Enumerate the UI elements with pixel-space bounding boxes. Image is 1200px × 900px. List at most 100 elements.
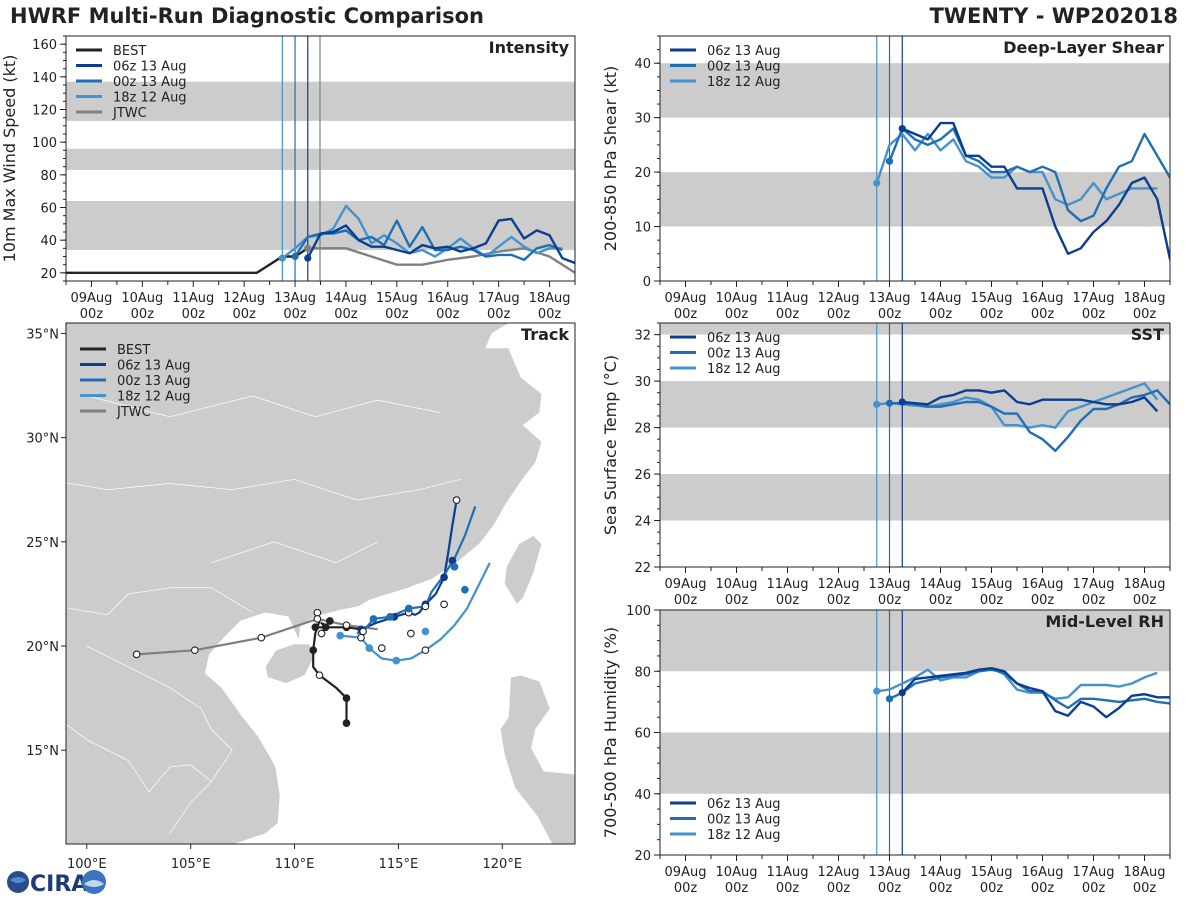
track-point-18z-12-aug xyxy=(421,627,430,636)
y-tick-label: 20 xyxy=(634,849,651,864)
x-tick-label: 10Aug xyxy=(121,291,163,306)
map-area xyxy=(66,323,575,844)
x-tick-label: 13Aug xyxy=(869,865,911,880)
y-axis-label-intensity: 10m Max Wind Speed (kt) xyxy=(0,55,19,263)
lon-tick-label: 110°E xyxy=(275,857,315,872)
track-point-18z-12-aug xyxy=(407,629,415,638)
track-point-06z-13-aug xyxy=(440,573,448,582)
x-tick-label: 00z xyxy=(725,881,749,896)
plot-area-intensity xyxy=(66,36,575,281)
series-start-point-00z-13-aug xyxy=(291,252,299,261)
y-tick-label: 10 xyxy=(634,221,651,236)
track-point-best xyxy=(313,608,322,617)
x-tick-label: 00z xyxy=(1082,881,1106,896)
x-tick-label: 15Aug xyxy=(971,577,1013,592)
track-point-best xyxy=(309,646,318,655)
plot-area-rh xyxy=(660,610,1170,855)
track-point-00z-13-aug xyxy=(386,612,394,621)
y-tick-label: 40 xyxy=(634,57,651,72)
series-line-06z-13-aug xyxy=(306,217,575,265)
legend-label-00z-13-aug: 00z 13 Aug xyxy=(707,813,781,828)
x-tick-label: 12Aug xyxy=(818,577,860,592)
track-point-jtwc xyxy=(132,650,141,659)
x-tick-label: 00z xyxy=(929,307,953,322)
x-tick-label: 15Aug xyxy=(971,291,1013,306)
legend-label-18z-12-aug: 18z 12 Aug xyxy=(707,828,781,843)
land-taiwan xyxy=(504,535,543,605)
panel-sst: 22242628303209Aug00z10Aug00z11Aug00z12Au… xyxy=(601,322,1171,608)
y-axis-label-rh: 700-500 hPa Humidity (%) xyxy=(601,627,620,838)
track-point-best xyxy=(321,623,330,632)
x-tick-label: 00z xyxy=(878,307,902,322)
land-mainland xyxy=(66,323,543,844)
lon-tick-label: 115°E xyxy=(379,857,419,872)
band-rh-1 xyxy=(660,610,1170,672)
x-tick-label: 00z xyxy=(980,881,1004,896)
x-tick-label: 12Aug xyxy=(818,291,860,306)
x-tick-label: 09Aug xyxy=(665,865,707,880)
x-tick-label: 18Aug xyxy=(529,291,571,306)
y-tick-label: 20 xyxy=(40,267,57,282)
x-tick-label: 16Aug xyxy=(1022,577,1064,592)
track-point-00z-13-aug xyxy=(421,602,430,611)
x-tick-label: 00z xyxy=(674,881,698,896)
x-tick-label: 18Aug xyxy=(1124,291,1166,306)
band-shear-1 xyxy=(660,63,1170,118)
panel-track: 100°E 105°E 110°E 115°E 120°E 15°N 20°N 25°N 30°… xyxy=(26,322,576,872)
track-point-18z-12-aug xyxy=(336,631,345,640)
series-line-best xyxy=(66,247,309,274)
lat-tick-label: 15°N xyxy=(26,744,59,759)
x-tick-label: 18Aug xyxy=(1124,865,1166,880)
y-tick-label: 22 xyxy=(634,561,651,576)
x-tick-label: 00z xyxy=(980,307,1004,322)
series-line-00z-13-aug xyxy=(888,127,1170,223)
x-tick-label: 14Aug xyxy=(325,291,367,306)
track-point-best xyxy=(311,623,320,632)
x-tick-label: 12Aug xyxy=(223,291,265,306)
x-tick-label: 10Aug xyxy=(716,865,758,880)
x-tick-label: 00z xyxy=(1031,307,1055,322)
jtwc-start-point xyxy=(304,244,312,252)
axes-frame-track xyxy=(65,322,576,845)
plot-area-sst xyxy=(660,323,1170,567)
x-tick-label: 00z xyxy=(1082,593,1106,608)
x-tick-label: 00z xyxy=(487,307,511,322)
x-tick-label: 17Aug xyxy=(1073,865,1115,880)
x-tick-label: 00z xyxy=(827,307,851,322)
y-tick-label: 26 xyxy=(634,468,651,483)
legend-label-00z-13-aug: 00z 13 Aug xyxy=(117,374,191,389)
y-tick-label: 120 xyxy=(32,104,57,119)
x-tick-label: 14Aug xyxy=(920,577,962,592)
y-tick-label: 30 xyxy=(634,375,651,390)
x-tick-label: 00z xyxy=(827,881,851,896)
x-tick-label: 17Aug xyxy=(1073,291,1115,306)
x-tick-label: 00z xyxy=(283,307,307,322)
x-tick-label: 00z xyxy=(776,307,800,322)
legend-label-06z-13-aug: 06z 13 Aug xyxy=(113,60,187,75)
x-tick-label: 09Aug xyxy=(665,291,707,306)
legend-label-18z-12-aug: 18z 12 Aug xyxy=(707,75,781,90)
band-sst-2 xyxy=(660,323,1170,335)
y-axis-label-shear: 200-850 hPa Shear (kt) xyxy=(601,66,620,252)
panel-title-track: Track xyxy=(521,325,569,344)
legend-label-06z-13-aug: 06z 13 Aug xyxy=(117,359,191,374)
legend-label-06z-13-aug: 06z 13 Aug xyxy=(707,44,781,59)
x-tick-label: 00z xyxy=(1133,881,1157,896)
x-tick-label: 11Aug xyxy=(767,291,809,306)
x-tick-label: 00z xyxy=(1133,307,1157,322)
track-point-jtwc xyxy=(190,646,199,655)
x-tick-label: 11Aug xyxy=(172,291,214,306)
track-point-best xyxy=(317,629,326,638)
border-5 xyxy=(211,541,378,564)
track-point-18z-12-aug xyxy=(365,644,374,652)
series-start-point-06z-13-aug xyxy=(898,124,906,133)
figure-title: HWRF Multi-Run Diagnostic Comparison xyxy=(10,4,485,28)
x-tick-label: 13Aug xyxy=(869,291,911,306)
x-tick-label: 15Aug xyxy=(971,865,1013,880)
series-start-point-18z-12-aug xyxy=(873,400,881,408)
x-tick-label: 17Aug xyxy=(478,291,520,306)
band-sst-0 xyxy=(660,474,1170,521)
